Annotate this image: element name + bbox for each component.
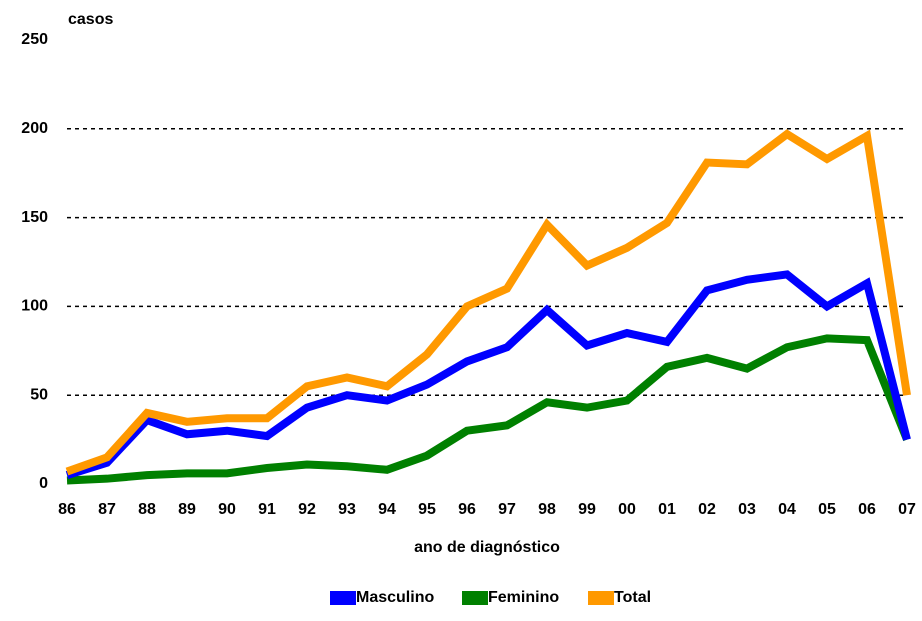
x-tick-label: 06 bbox=[858, 501, 876, 518]
legend-label: Feminino bbox=[488, 589, 559, 606]
x-tick-label: 95 bbox=[418, 501, 436, 518]
y-tick-label: 50 bbox=[30, 386, 48, 403]
y-tick-label: 150 bbox=[21, 209, 48, 226]
y-tick-label: 250 bbox=[21, 31, 48, 48]
x-tick-label: 86 bbox=[58, 501, 76, 518]
legend-swatch bbox=[330, 591, 356, 605]
line-series bbox=[65, 270, 911, 479]
x-tick-label: 03 bbox=[738, 501, 756, 518]
x-tick-label: 87 bbox=[98, 501, 116, 518]
x-tick-label: 90 bbox=[218, 501, 236, 518]
y-tick-label: 100 bbox=[21, 298, 48, 315]
x-tick-label: 97 bbox=[498, 501, 516, 518]
x-tick-label: 92 bbox=[298, 501, 316, 518]
legend-label: Masculino bbox=[356, 589, 434, 606]
x-tick-label: 89 bbox=[178, 501, 196, 518]
y-tick-label: 0 bbox=[39, 475, 48, 492]
x-tick-label: 05 bbox=[818, 501, 836, 518]
y-axis-label: casos bbox=[68, 11, 113, 28]
x-tick-label: 98 bbox=[538, 501, 556, 518]
line-series bbox=[66, 334, 911, 485]
line-series bbox=[65, 129, 911, 476]
x-tick-label: 94 bbox=[378, 501, 396, 518]
x-axis-label: ano de diagnóstico bbox=[414, 539, 560, 556]
x-tick-label: 88 bbox=[138, 501, 156, 518]
x-tick-label: 01 bbox=[658, 501, 676, 518]
legend-swatch bbox=[462, 591, 488, 605]
x-tick-label: 96 bbox=[458, 501, 476, 518]
x-tick-label: 00 bbox=[618, 501, 636, 518]
x-tick-label: 07 bbox=[898, 501, 916, 518]
legend-label: Total bbox=[614, 589, 651, 606]
x-tick-label: 04 bbox=[778, 501, 796, 518]
x-tick-label: 02 bbox=[698, 501, 716, 518]
x-tick-label: 93 bbox=[338, 501, 356, 518]
y-tick-label: 200 bbox=[21, 120, 48, 137]
x-tick-label: 91 bbox=[258, 501, 276, 518]
legend-swatch bbox=[588, 591, 614, 605]
x-tick-label: 99 bbox=[578, 501, 596, 518]
